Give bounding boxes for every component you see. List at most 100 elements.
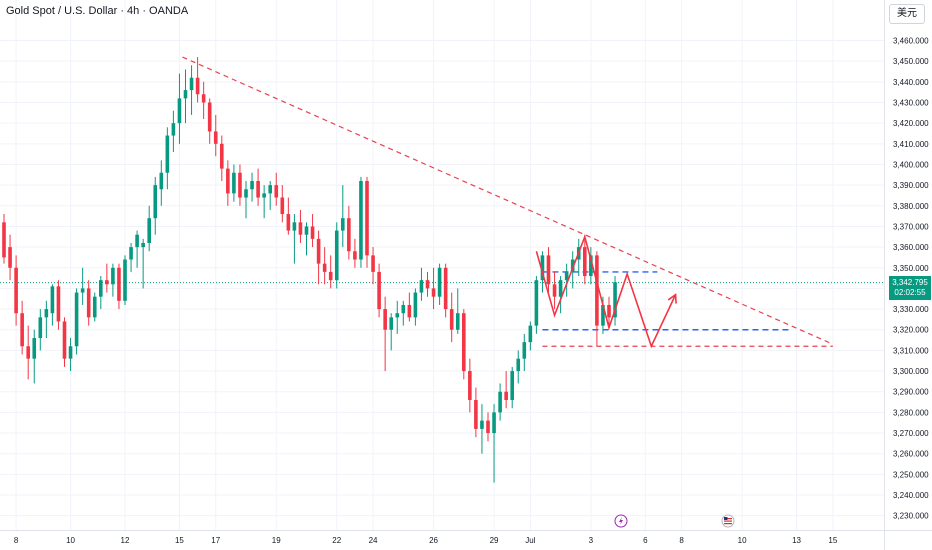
candle	[595, 251, 599, 347]
event-markers[interactable]	[614, 514, 735, 528]
candle	[20, 300, 24, 355]
candle-body	[92, 296, 97, 318]
candle	[480, 404, 484, 454]
candle	[468, 358, 472, 413]
candle	[407, 292, 412, 322]
candle-body	[256, 181, 260, 198]
candle	[310, 214, 315, 248]
drawing-layer[interactable]	[182, 56, 834, 347]
x-tick-label: 8	[679, 536, 684, 545]
candle-body	[292, 222, 297, 231]
candle-body	[365, 181, 369, 256]
candle	[220, 135, 224, 182]
candle	[552, 271, 557, 310]
x-tick-label: 6	[643, 536, 648, 545]
candlestick-series	[2, 57, 617, 483]
x-tick-label: 17	[211, 536, 220, 545]
candle-body	[111, 267, 115, 285]
candle-body	[86, 288, 91, 318]
candle-body	[201, 94, 206, 103]
candle-body	[546, 255, 551, 285]
candle	[189, 65, 194, 115]
candle-body	[540, 255, 545, 281]
candle-body	[353, 251, 357, 260]
price-axis[interactable]: 3,230.000 3,240.000 3,250.000 3,260.000 3,27…	[893, 37, 929, 521]
y-tick-label: 3,290.000	[893, 388, 929, 397]
candle-body	[44, 309, 49, 318]
candle	[38, 309, 43, 351]
candle-body	[322, 263, 327, 272]
candle-body	[74, 292, 79, 347]
currency-button[interactable]: 美元	[889, 4, 925, 24]
candle	[316, 230, 321, 285]
lightning-event-icon[interactable]	[614, 514, 628, 528]
symbol-title[interactable]: Gold Spot / U.S. Dollar · 4h · OANDA	[6, 5, 189, 17]
descending-trendline[interactable]	[182, 56, 834, 345]
y-tick-label: 3,410.000	[893, 140, 929, 149]
candle-body	[14, 267, 18, 314]
candle	[14, 255, 18, 326]
candle-body	[213, 131, 218, 144]
candle	[8, 234, 12, 281]
candle	[486, 412, 490, 442]
candle-body	[443, 267, 448, 310]
x-tick-label: 10	[738, 536, 747, 545]
candle	[371, 247, 375, 285]
candle	[159, 160, 164, 206]
candle-body	[220, 143, 224, 169]
candle	[564, 263, 569, 297]
y-tick-label: 3,240.000	[893, 491, 929, 500]
candle-body	[480, 420, 484, 429]
candle-body	[274, 185, 279, 198]
candle	[419, 267, 424, 301]
y-tick-label: 3,320.000	[893, 326, 929, 335]
x-tick-label: 3	[589, 536, 594, 545]
candle-body	[552, 284, 557, 297]
candle	[238, 164, 242, 206]
projection-arrowhead[interactable]	[667, 293, 677, 304]
x-tick-label: 24	[369, 536, 378, 545]
y-tick-label: 3,280.000	[893, 408, 929, 417]
candle-body	[498, 391, 502, 413]
x-tick-label: 19	[272, 536, 281, 545]
candle	[558, 276, 563, 314]
candle-body	[2, 222, 6, 258]
candle-body	[462, 313, 466, 372]
candle	[607, 296, 611, 326]
candle-body	[26, 346, 30, 359]
candle	[613, 276, 617, 326]
candle-body	[407, 304, 412, 318]
projection-zigzag[interactable]	[535, 234, 677, 349]
candle-body	[268, 185, 272, 194]
candle	[492, 404, 496, 483]
pattern-drawing[interactable]	[535, 234, 677, 349]
candle-body	[280, 197, 285, 215]
candle	[92, 292, 97, 322]
candle-body	[595, 255, 599, 326]
candle-body	[558, 280, 563, 297]
candle	[165, 127, 170, 190]
candle	[377, 263, 381, 318]
candle	[455, 288, 460, 334]
candle	[292, 214, 297, 264]
candle-body	[413, 292, 418, 318]
candle	[2, 214, 6, 264]
candle	[322, 247, 327, 285]
time-axis[interactable]: 8 10 12 15 17 19 22 24 26 29 Jul 3 6 8 10 13 15	[14, 536, 838, 545]
candle	[244, 181, 248, 219]
candle	[280, 185, 285, 223]
y-tick-label: 3,270.000	[893, 429, 929, 438]
y-tick-label: 3,370.000	[893, 222, 929, 231]
candle	[413, 288, 418, 326]
candle	[353, 238, 357, 268]
candle-body	[486, 420, 490, 434]
candle-body	[468, 371, 472, 400]
y-tick-label: 3,420.000	[893, 119, 929, 128]
candle	[86, 280, 91, 326]
candle-body	[534, 280, 539, 326]
candle	[389, 313, 393, 351]
us-flag-event-icon[interactable]	[721, 514, 735, 528]
y-tick-label: 3,440.000	[893, 78, 929, 87]
candle-body	[141, 242, 145, 248]
